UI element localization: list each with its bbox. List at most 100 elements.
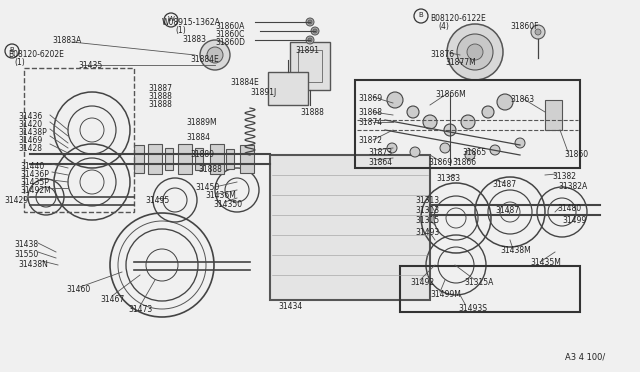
Text: 31863: 31863 [510, 95, 534, 104]
Bar [268, 72, 308, 105]
Text: 31438N: 31438N [18, 260, 48, 269]
Text: 31884E: 31884E [230, 78, 259, 87]
Text: 31866M: 31866M [435, 90, 466, 99]
Text: 31313: 31313 [415, 206, 439, 215]
Text: 31383: 31383 [436, 174, 460, 183]
Circle shape [482, 106, 494, 118]
Text: 31438P: 31438P [18, 128, 47, 137]
Text: 31869: 31869 [428, 158, 452, 167]
Circle shape [164, 13, 178, 27]
Text: 31884E: 31884E [190, 55, 219, 64]
Circle shape [515, 138, 525, 148]
Text: 31382A: 31382A [558, 182, 588, 191]
Text: 31450: 31450 [195, 183, 220, 192]
Text: 31469: 31469 [18, 136, 42, 145]
Bar [195, 148, 203, 170]
Text: 31487: 31487 [495, 206, 519, 215]
Text: A3 4 100/: A3 4 100/ [565, 352, 605, 361]
Circle shape [423, 115, 437, 129]
Text: 31315: 31315 [415, 216, 439, 225]
Circle shape [5, 44, 19, 58]
Bar [24, 68, 134, 212]
Circle shape [490, 145, 500, 155]
Text: 31438M: 31438M [500, 246, 531, 255]
Text: W08915-1362A: W08915-1362A [162, 18, 221, 27]
Circle shape [387, 143, 397, 153]
Text: 31877M: 31877M [445, 58, 476, 67]
Bar [400, 266, 580, 312]
Text: 31460: 31460 [66, 285, 90, 294]
Text: 31888: 31888 [148, 92, 172, 101]
Text: 31884: 31884 [186, 133, 210, 142]
Circle shape [410, 147, 420, 157]
Text: 31873: 31873 [368, 148, 392, 157]
Circle shape [414, 9, 428, 23]
Text: 31888: 31888 [198, 165, 222, 174]
Text: 31313: 31313 [415, 196, 439, 205]
Circle shape [308, 38, 312, 42]
Text: 31888: 31888 [148, 100, 172, 109]
Text: 31435P: 31435P [20, 178, 49, 187]
Text: 31550: 31550 [14, 250, 38, 259]
Text: 31860C: 31860C [215, 30, 244, 39]
Text: 31492M: 31492M [20, 186, 51, 195]
Circle shape [306, 18, 314, 26]
Text: 31499: 31499 [562, 216, 586, 225]
Circle shape [497, 94, 513, 110]
Circle shape [440, 143, 450, 153]
Text: 31868: 31868 [358, 108, 382, 117]
Text: 31889M: 31889M [186, 118, 216, 127]
Text: 31440: 31440 [20, 162, 44, 171]
Text: 31860F: 31860F [510, 22, 538, 31]
Circle shape [200, 40, 230, 70]
Text: 31420: 31420 [18, 120, 42, 129]
Text: 31860A: 31860A [215, 22, 244, 31]
Bar [210, 144, 224, 174]
Bar [240, 145, 254, 173]
Circle shape [311, 27, 319, 35]
Text: 31480: 31480 [557, 204, 581, 213]
Text: B08120-6202E: B08120-6202E [8, 50, 64, 59]
Text: 31436M: 31436M [205, 191, 236, 200]
Text: 31860D: 31860D [215, 38, 245, 47]
Text: 31467: 31467 [100, 295, 124, 304]
Text: 31434: 31434 [278, 302, 302, 311]
Circle shape [444, 124, 456, 136]
Text: 31382: 31382 [552, 172, 576, 181]
Text: 31860: 31860 [564, 150, 588, 159]
Text: 314350: 314350 [213, 200, 242, 209]
Circle shape [447, 24, 503, 80]
Text: B08120-6122E: B08120-6122E [430, 14, 486, 23]
Bar [148, 144, 162, 174]
Circle shape [313, 29, 317, 33]
Text: 31493S: 31493S [458, 304, 487, 313]
Text: 31876: 31876 [430, 50, 454, 59]
Circle shape [531, 25, 545, 39]
Bar [290, 42, 330, 90]
Text: 31429: 31429 [4, 196, 28, 205]
Text: (1): (1) [175, 26, 186, 35]
Text: 31492: 31492 [410, 278, 434, 287]
Text: 31315A: 31315A [464, 278, 493, 287]
Text: 31435M: 31435M [530, 258, 561, 267]
Text: 31891: 31891 [295, 46, 319, 55]
Bar [355, 80, 580, 168]
Text: 31872: 31872 [358, 136, 382, 145]
Circle shape [207, 47, 223, 63]
Text: 31869: 31869 [358, 94, 382, 103]
Text: 31487: 31487 [492, 180, 516, 189]
Text: (4): (4) [438, 22, 449, 31]
Bar [545, 100, 562, 130]
Text: (1): (1) [14, 58, 25, 67]
Bar [134, 145, 144, 173]
Circle shape [467, 44, 483, 60]
Text: 31495: 31495 [145, 196, 169, 205]
Text: 31436: 31436 [18, 112, 42, 121]
Text: 31866: 31866 [452, 158, 476, 167]
Circle shape [457, 34, 493, 70]
Text: B: B [418, 12, 423, 18]
Circle shape [535, 29, 541, 35]
Circle shape [461, 115, 475, 129]
Text: 31883A: 31883A [52, 36, 81, 45]
Text: B: B [9, 47, 13, 53]
